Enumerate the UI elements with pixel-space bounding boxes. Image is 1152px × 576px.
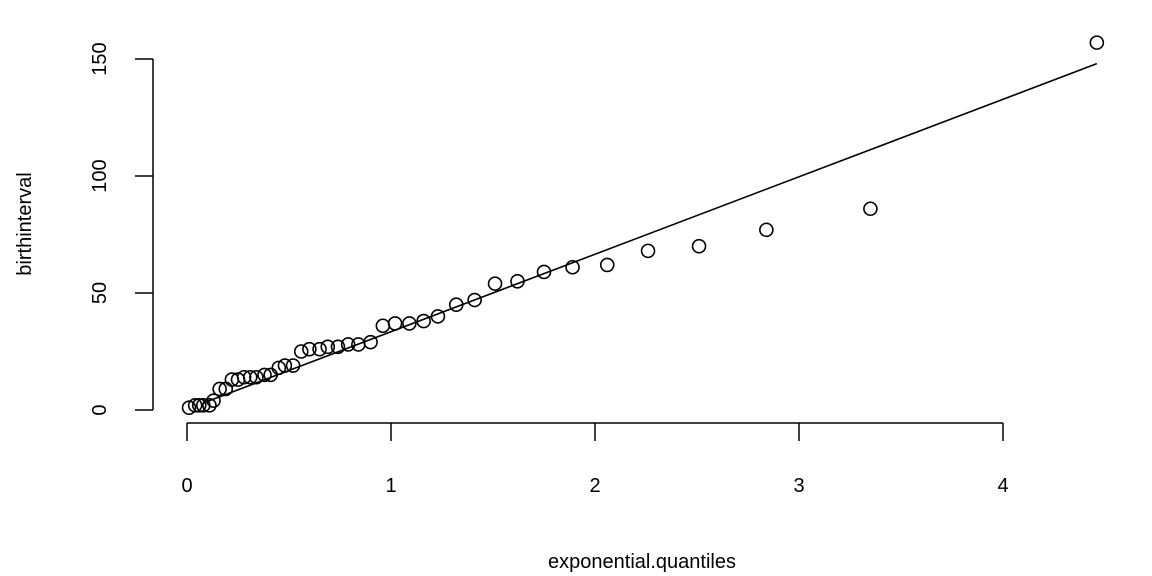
data-point	[759, 222, 774, 238]
data-point	[206, 393, 221, 408]
data-point	[202, 398, 217, 413]
data-point	[191, 398, 207, 413]
x-axis-title: exponential.quantiles	[548, 551, 736, 573]
x-axis: 0 1 2 3 4	[181, 422, 1009, 497]
data-point	[277, 358, 293, 373]
data-point	[448, 297, 464, 313]
y-axis: 0 50 100 150	[89, 42, 154, 416]
data-point	[691, 238, 707, 254]
data-point	[330, 339, 346, 355]
data-point	[340, 337, 356, 352]
x-tick-label: 0	[181, 475, 192, 497]
y-tick-label: 100	[89, 159, 111, 192]
data-point	[599, 257, 615, 273]
data-point	[565, 259, 580, 275]
data-point	[363, 334, 378, 350]
data-point	[467, 292, 482, 308]
y-tick-label: 150	[89, 42, 111, 75]
data-point	[640, 243, 656, 259]
data-point	[416, 313, 431, 329]
data-point	[242, 369, 258, 385]
data-point	[536, 264, 552, 280]
data-point	[181, 400, 197, 415]
points-layer	[181, 35, 1105, 415]
data-point	[293, 344, 309, 359]
data-point	[302, 341, 317, 357]
data-point	[285, 358, 301, 373]
data-point	[312, 341, 327, 357]
y-axis-title: birthinterval	[14, 172, 36, 275]
y-tick-label: 50	[89, 282, 111, 304]
data-point	[487, 276, 503, 291]
data-point	[187, 398, 203, 413]
data-point	[402, 316, 417, 331]
data-point	[1089, 35, 1105, 50]
x-tick-label: 3	[793, 475, 804, 497]
data-point	[249, 369, 264, 385]
x-tick-label: 4	[997, 475, 1008, 497]
data-point	[212, 381, 227, 397]
y-tick-label: 0	[89, 404, 111, 415]
data-point	[430, 309, 446, 324]
x-tick-label: 1	[385, 475, 396, 497]
data-point	[257, 367, 272, 383]
data-point	[271, 360, 287, 376]
data-point	[510, 273, 525, 289]
data-point	[863, 201, 878, 217]
data-point	[387, 316, 403, 331]
data-point	[320, 339, 336, 355]
x-tick-label: 2	[589, 475, 600, 497]
